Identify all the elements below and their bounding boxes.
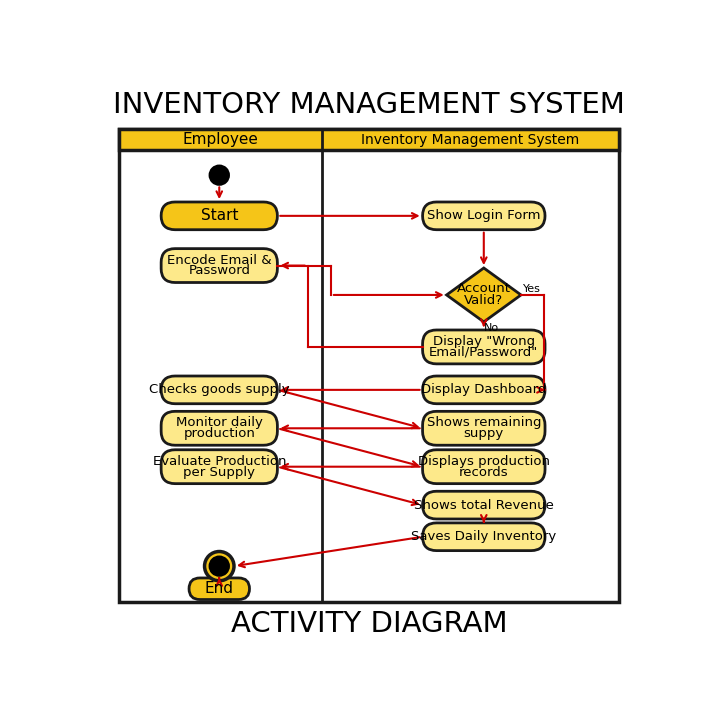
Circle shape bbox=[204, 552, 234, 581]
Circle shape bbox=[210, 166, 228, 184]
FancyBboxPatch shape bbox=[161, 411, 277, 445]
Text: Password: Password bbox=[188, 264, 251, 277]
Text: End: End bbox=[204, 581, 234, 596]
FancyBboxPatch shape bbox=[423, 376, 545, 404]
Text: Employee: Employee bbox=[183, 132, 258, 147]
Text: Show Login Form: Show Login Form bbox=[427, 210, 541, 222]
Text: Inventory Management System: Inventory Management System bbox=[361, 132, 579, 147]
FancyBboxPatch shape bbox=[423, 491, 545, 519]
Text: Shows total Revenue: Shows total Revenue bbox=[414, 499, 554, 512]
Text: INVENTORY MANAGEMENT SYSTEM: INVENTORY MANAGEMENT SYSTEM bbox=[113, 91, 625, 119]
Text: Display "Wrong: Display "Wrong bbox=[433, 335, 535, 348]
Text: records: records bbox=[459, 466, 508, 479]
FancyBboxPatch shape bbox=[423, 450, 545, 484]
Text: production: production bbox=[184, 427, 255, 440]
Text: Evaluate Production: Evaluate Production bbox=[153, 455, 286, 468]
FancyBboxPatch shape bbox=[423, 523, 545, 551]
Text: Email/Password": Email/Password" bbox=[429, 346, 539, 359]
FancyBboxPatch shape bbox=[161, 376, 277, 404]
Text: Account: Account bbox=[456, 282, 510, 294]
Circle shape bbox=[210, 557, 228, 575]
FancyBboxPatch shape bbox=[423, 202, 545, 230]
Text: per Supply: per Supply bbox=[184, 466, 256, 479]
Text: Displays production: Displays production bbox=[418, 455, 550, 468]
FancyBboxPatch shape bbox=[189, 578, 250, 600]
Text: Valid?: Valid? bbox=[464, 294, 503, 307]
Text: Saves Daily Inventory: Saves Daily Inventory bbox=[411, 530, 557, 544]
Text: Checks goods supply: Checks goods supply bbox=[149, 383, 289, 397]
Text: Encode Email &: Encode Email & bbox=[167, 253, 271, 266]
Bar bbox=[120, 129, 618, 603]
FancyBboxPatch shape bbox=[161, 202, 277, 230]
FancyBboxPatch shape bbox=[161, 248, 277, 282]
Text: Display Dashboard: Display Dashboard bbox=[421, 383, 546, 397]
Text: Yes: Yes bbox=[523, 284, 541, 294]
Text: Start: Start bbox=[200, 208, 238, 223]
Text: ACTIVITY DIAGRAM: ACTIVITY DIAGRAM bbox=[230, 610, 508, 638]
FancyBboxPatch shape bbox=[423, 330, 545, 364]
Polygon shape bbox=[446, 268, 521, 322]
FancyBboxPatch shape bbox=[423, 411, 545, 445]
FancyBboxPatch shape bbox=[161, 450, 277, 484]
Text: Shows remaining: Shows remaining bbox=[426, 416, 541, 429]
Bar bbox=[120, 129, 618, 150]
Text: Monitor daily: Monitor daily bbox=[176, 416, 263, 429]
Text: No: No bbox=[484, 323, 499, 333]
Text: suppy: suppy bbox=[464, 427, 504, 440]
